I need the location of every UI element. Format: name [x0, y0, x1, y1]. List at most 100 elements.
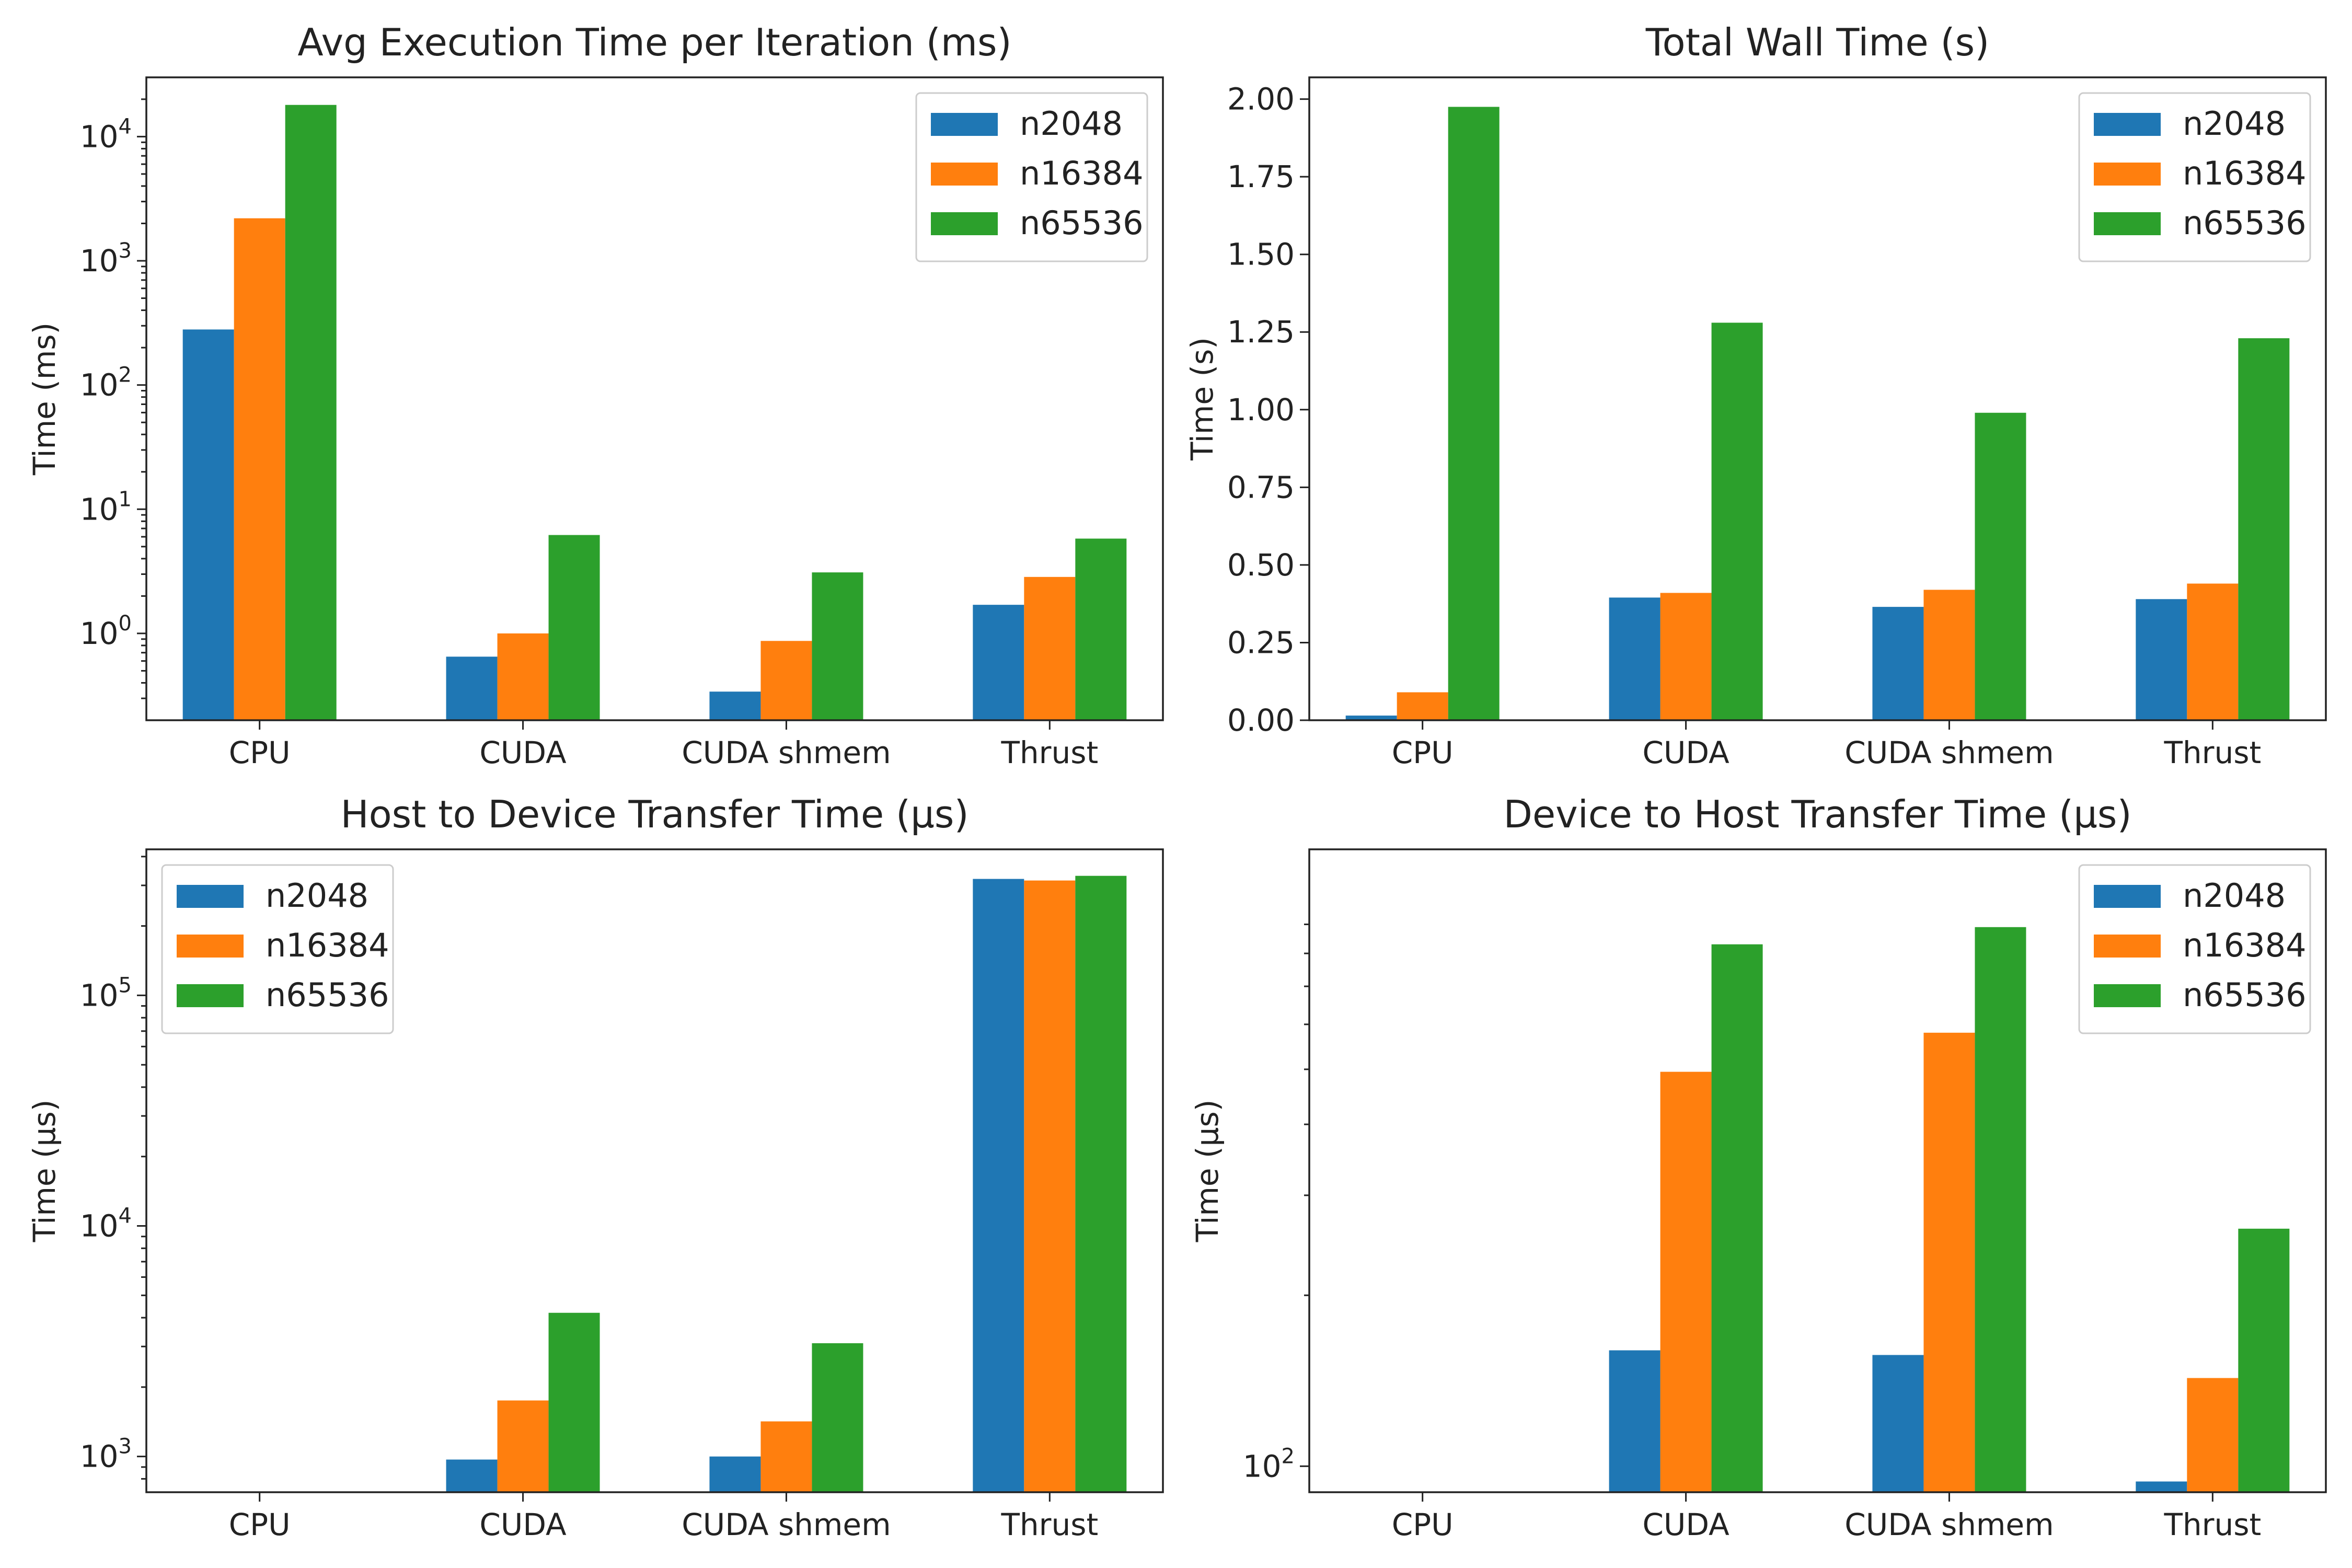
- legend-swatch-n16384: [177, 935, 244, 958]
- bar-n16384-cpu: [1397, 692, 1448, 720]
- y-axis-label: Time (μs): [27, 1100, 62, 1243]
- axes-frame: [145, 76, 1164, 721]
- legend: n2048 n16384 n65536: [161, 864, 394, 1034]
- bar-n16384-thrust: [2187, 1378, 2239, 1492]
- bar-n2048-cuda: [446, 1459, 498, 1492]
- axes-frame: [1308, 76, 2327, 721]
- y-tick-label: 102: [80, 363, 132, 403]
- x-tick-label: CPU: [229, 1507, 291, 1542]
- y-tick-label: 1.25: [1227, 314, 1295, 350]
- x-tick-label: CPU: [1392, 735, 1454, 770]
- chart-avg-exec: Avg Execution Time per Iteration (ms) Tim…: [27, 20, 1164, 770]
- legend-swatch-n16384: [2094, 935, 2161, 958]
- bar-n16384-cuda: [1660, 593, 1712, 720]
- bar-n65536-cuda-shmem: [1975, 412, 2026, 720]
- bar-n2048-cpu: [182, 329, 234, 720]
- legend: n2048 n16384 n65536: [2078, 864, 2311, 1034]
- legend-label-n16384: n16384: [2183, 154, 2307, 192]
- bar-n16384-thrust: [1024, 880, 1076, 1492]
- legend-label-n2048: n2048: [2183, 877, 2286, 915]
- y-tick-label: 102: [1243, 1444, 1295, 1484]
- chart-title: Host to Device Transfer Time (μs): [340, 792, 969, 836]
- bar-n2048-thrust: [973, 879, 1024, 1492]
- y-tick-label: 101: [80, 487, 132, 527]
- x-tick-label: CPU: [1392, 1507, 1454, 1542]
- bar-n2048-thrust: [2136, 1481, 2187, 1492]
- legend-swatch-n16384: [931, 163, 998, 186]
- x-tick-label: CUDA: [479, 1507, 567, 1542]
- chart-title: Avg Execution Time per Iteration (ms): [297, 20, 1011, 64]
- x-tick-label: CUDA: [1642, 1507, 1730, 1542]
- y-tick-label: 1.00: [1227, 392, 1295, 428]
- y-tick-label: 2.00: [1227, 82, 1295, 117]
- x-tick-label: CPU: [229, 735, 291, 770]
- bar-n16384-cuda: [497, 1400, 549, 1492]
- legend-swatch-n2048: [177, 885, 244, 908]
- bar-n65536-cpu: [285, 105, 337, 721]
- chart-wall: Total Wall Time (s) Time (s) 0.00 0.25 0.50 0…: [1184, 20, 2327, 770]
- x-tick-label: CUDA: [1642, 735, 1730, 770]
- bar-n2048-cuda: [1609, 1350, 1661, 1492]
- x-tick-label: CUDA shmem: [682, 735, 891, 770]
- y-tick-label: 104: [80, 1204, 132, 1244]
- legend-label-n16384: n16384: [2183, 926, 2307, 964]
- bar-n2048-cuda: [1609, 597, 1661, 720]
- legend-label-n65536: n65536: [266, 976, 389, 1014]
- bar-n65536-thrust: [2238, 338, 2290, 720]
- bar-n16384-thrust: [1024, 577, 1076, 720]
- y-tick-label: 103: [80, 1435, 132, 1474]
- chart-title: Total Wall Time (s): [1645, 20, 1989, 64]
- y-tick-label: 0.50: [1227, 547, 1295, 583]
- bar-n65536-cuda: [548, 535, 600, 720]
- x-tick-label: Thrust: [2163, 1507, 2261, 1542]
- y-axis-label: Time (s): [1184, 337, 1220, 461]
- x-tick-label: Thrust: [1000, 735, 1098, 770]
- chart-d2h: Device to Host Transfer Time (μs) Time (μ…: [1190, 792, 2327, 1542]
- bar-n2048-cuda-shmem: [1872, 1355, 1924, 1492]
- bar-n2048-cuda-shmem: [709, 691, 761, 720]
- bar-n16384-cpu: [234, 218, 285, 720]
- x-tick-label: Thrust: [1000, 1507, 1098, 1542]
- bar-n65536-cuda-shmem: [812, 1343, 863, 1492]
- y-tick-label: 0.00: [1227, 702, 1295, 738]
- y-tick-label: 104: [80, 114, 132, 154]
- legend-swatch-n65536: [931, 212, 998, 235]
- bar-n65536-thrust: [2238, 1228, 2290, 1492]
- legend-label-n16384: n16384: [266, 926, 389, 964]
- y-tick-label: 1.50: [1227, 237, 1295, 272]
- legend: n2048 n16384 n65536: [2078, 92, 2311, 262]
- legend-label-n65536: n65536: [2183, 204, 2307, 242]
- chart-title: Device to Host Transfer Time (μs): [1503, 792, 2131, 836]
- bar-n65536-cuda: [1711, 322, 1763, 720]
- y-tick-label: 0.25: [1227, 625, 1295, 660]
- bar-n65536-cpu: [1448, 107, 1500, 721]
- bar-n16384-cuda: [1660, 1071, 1712, 1492]
- bar-n2048-thrust: [973, 605, 1024, 720]
- legend-label-n2048: n2048: [2183, 105, 2286, 143]
- legend-label-n65536: n65536: [2183, 976, 2307, 1014]
- x-tick-label: Thrust: [2163, 735, 2261, 770]
- x-tick-label: CUDA shmem: [1844, 1507, 2054, 1542]
- legend-label-n2048: n2048: [266, 877, 368, 915]
- legend-swatch-n65536: [2094, 212, 2161, 235]
- bar-n16384-cuda-shmem: [1923, 590, 1975, 720]
- bar-n65536-cuda: [1711, 944, 1763, 1492]
- legend-label-n2048: n2048: [1020, 105, 1123, 143]
- x-tick-label: CUDA: [479, 735, 567, 770]
- bar-n65536-cuda: [548, 1312, 600, 1492]
- chart-h2d: Host to Device Transfer Time (μs) Time (μ…: [27, 792, 1164, 1542]
- bar-n65536-thrust: [1075, 875, 1127, 1492]
- legend: n2048 n16384 n65536: [915, 92, 1148, 262]
- bar-n2048-cpu: [1345, 716, 1397, 720]
- bar-n2048-cuda: [446, 656, 498, 720]
- y-tick-label: 105: [80, 973, 132, 1013]
- bar-n16384-cuda-shmem: [760, 641, 812, 720]
- bar-n16384-cuda-shmem: [1923, 1032, 1975, 1492]
- y-tick-label: 100: [80, 612, 132, 651]
- bar-n65536-thrust: [1075, 538, 1127, 720]
- y-tick-label: 0.75: [1227, 469, 1295, 505]
- y-axis-label: Time (μs): [1190, 1100, 1225, 1243]
- legend-swatch-n2048: [2094, 113, 2161, 136]
- axes-frame: [145, 848, 1164, 1493]
